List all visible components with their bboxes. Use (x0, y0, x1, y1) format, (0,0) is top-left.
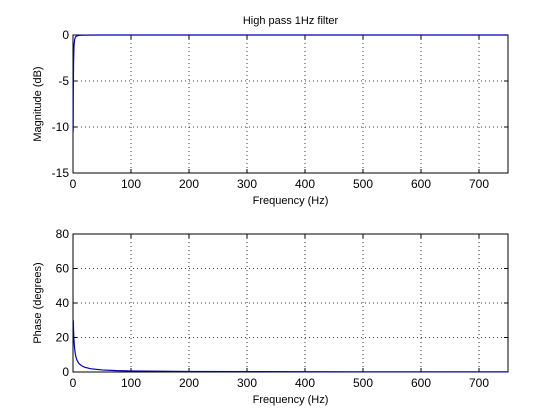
magnitude-ytick-label: -15 (52, 166, 70, 180)
magnitude-title: High pass 1Hz filter (243, 15, 339, 27)
phase-ytick-label: 20 (56, 331, 70, 345)
phase-xtick-label: 300 (237, 376, 257, 390)
phase-xlabel: Frequency (Hz) (253, 394, 329, 406)
magnitude-xtick-label: 300 (237, 177, 257, 191)
magnitude-ytick-label: -10 (52, 120, 70, 134)
magnitude-xlabel: Frequency (Hz) (253, 195, 329, 207)
phase-series-line (72, 320, 509, 373)
magnitude-ylabel: Magnitude (dB) (32, 66, 44, 141)
phase-xtick-label: 600 (411, 376, 431, 390)
phase-xtick-label: 400 (295, 376, 315, 390)
phase-ytick-label: 60 (56, 262, 70, 276)
magnitude-xtick-label: 200 (179, 177, 199, 191)
magnitude-xtick-label: 600 (411, 177, 431, 191)
magnitude-series-line (72, 34, 508, 132)
phase-xtick-label: 100 (121, 376, 141, 390)
magnitude-axes: 0 100 200 300 400 500 600 700 -15 -10 -5 0 Frequency… (32, 15, 509, 207)
phase-ytick-label: 80 (56, 227, 70, 241)
phase-axes: 0 100 200 300 400 500 600 700 0 20 40 60 80 Frequency… (32, 227, 509, 406)
phase-xtick-label: 500 (353, 376, 373, 390)
magnitude-xtick-label: 700 (469, 177, 489, 191)
phase-xtick-label: 700 (469, 376, 489, 390)
magnitude-ytick-label: 0 (62, 28, 69, 42)
phase-xtick-label: 200 (179, 376, 199, 390)
magnitude-xtick-label: 100 (121, 177, 141, 191)
phase-ylabel: Phase (degrees) (32, 262, 44, 343)
phase-xtick-label: 0 (70, 376, 77, 390)
magnitude-xtick-label: 0 (70, 177, 77, 191)
phase-ytick-label: 0 (62, 365, 69, 379)
phase-ytick-label: 40 (56, 296, 70, 310)
magnitude-ytick-label: -5 (58, 74, 69, 88)
magnitude-xtick-label: 400 (295, 177, 315, 191)
magnitude-xtick-label: 500 (353, 177, 373, 191)
